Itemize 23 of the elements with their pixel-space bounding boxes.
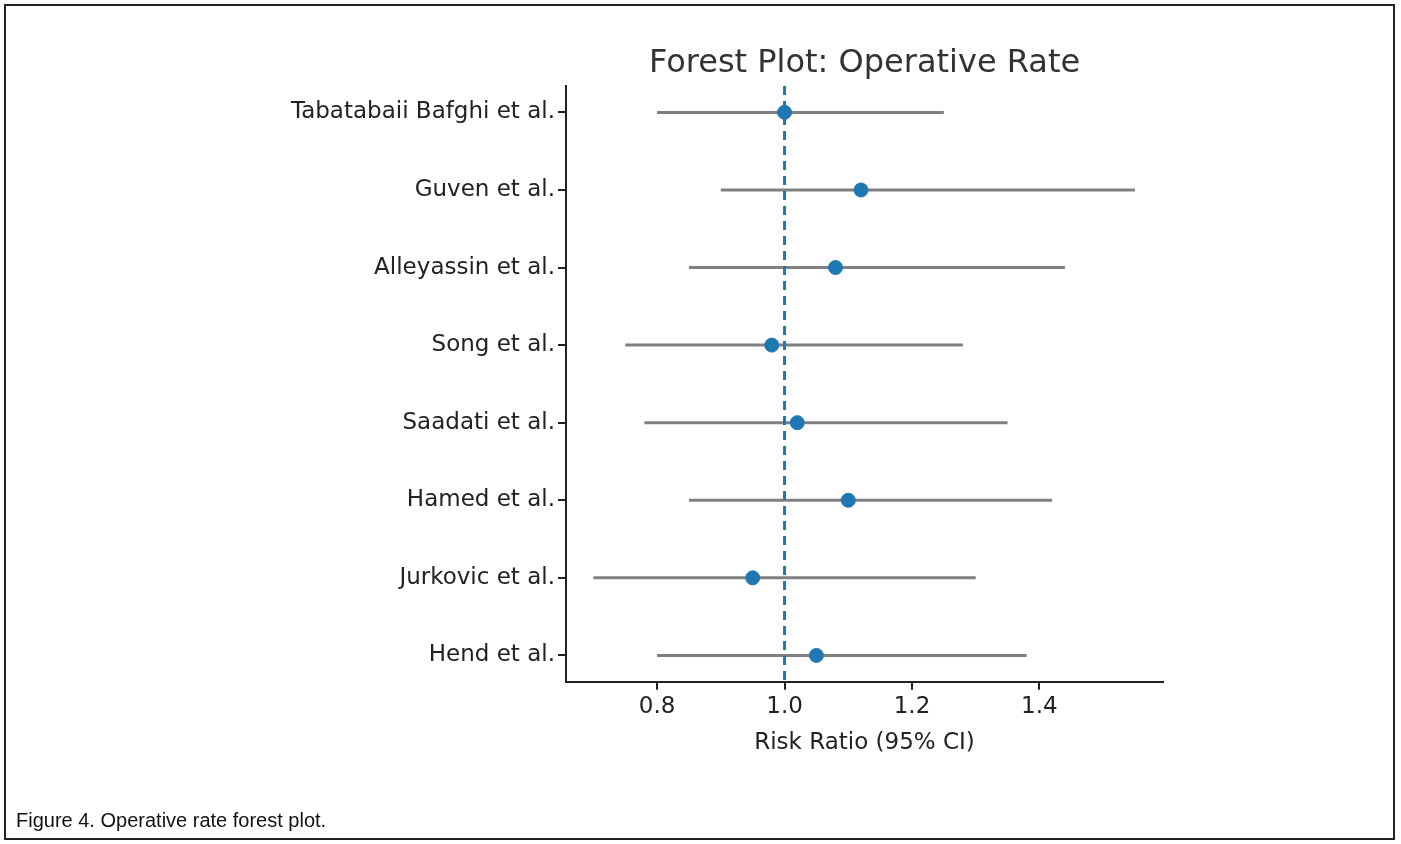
- caption: Figure 4. Operative rate forest plot.: [16, 809, 327, 832]
- chart-title: Forest Plot: Operative Rate: [648, 42, 1081, 80]
- point: [828, 260, 844, 276]
- point: [789, 415, 805, 431]
- point: [808, 647, 824, 663]
- y-tick-label: Tabatabaii Bafghi et al.: [289, 97, 555, 124]
- y-tick-label: Jurkovic et al.: [397, 562, 555, 589]
- y-tick-label: Alleyassin et al.: [374, 252, 555, 279]
- x-axis-title: Risk Ratio (95% CI): [754, 728, 975, 755]
- y-tick-label: Hend et al.: [428, 640, 555, 667]
- point: [777, 104, 793, 120]
- point: [745, 570, 761, 586]
- y-tick-label: Song et al.: [431, 330, 555, 357]
- y-tick-label: Saadati et al.: [402, 407, 555, 434]
- point: [764, 337, 780, 353]
- point: [840, 492, 856, 508]
- x-tick-label: 0.8: [638, 691, 676, 718]
- x-tick-label: 1.0: [766, 691, 803, 718]
- y-tick-label: Hamed et al.: [406, 485, 555, 512]
- x-tick-label: 1.2: [893, 691, 931, 718]
- point: [853, 182, 869, 198]
- y-tick-label: Guven et al.: [414, 174, 555, 201]
- x-tick-label: 1.4: [1021, 691, 1058, 718]
